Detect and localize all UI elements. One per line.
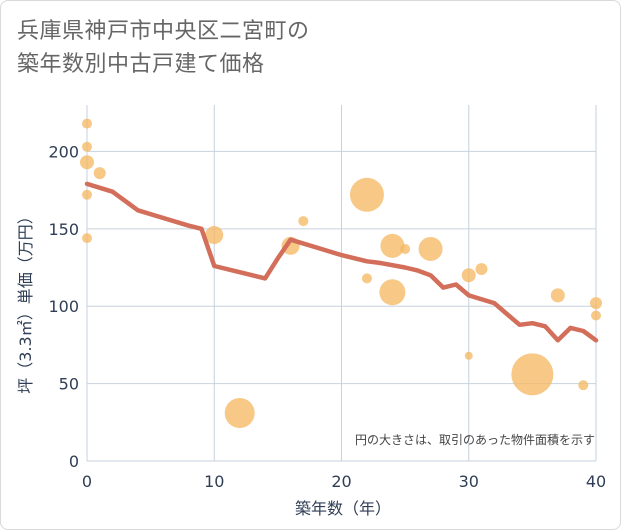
bubble-point	[205, 226, 224, 245]
bubble-point	[361, 273, 372, 284]
bubble-point	[511, 353, 554, 396]
trend-line-group	[84, 181, 599, 343]
bubble-point	[82, 233, 92, 244]
trend-line	[84, 181, 599, 343]
y-tick-labels: 0 50 100 150 200	[48, 142, 79, 471]
x-axis-label: 築年数（年）	[295, 499, 391, 518]
x-tick-label: 20	[331, 472, 351, 491]
bubble-point	[82, 141, 92, 152]
bubble-point	[82, 118, 92, 129]
y-tick-label: 150	[48, 220, 79, 239]
bubble-point	[298, 216, 309, 227]
bubble-point	[591, 310, 601, 321]
bubble-point	[380, 233, 405, 258]
y-axis-label: 坪（3.3㎡）単価（万円）	[16, 208, 35, 393]
size-note: 円の大きさは、取引のあった物件面積を示す	[355, 432, 595, 447]
x-tick-label: 40	[586, 472, 606, 491]
chart-title: 兵庫県神戸市中央区二宮町の 築年数別中古戸建て価格	[17, 15, 310, 81]
bubble-point	[550, 288, 565, 303]
bubble-point	[379, 279, 406, 306]
y-tick-label: 200	[48, 142, 79, 161]
y-tick-label: 50	[59, 375, 79, 394]
bubble-point	[461, 268, 476, 283]
bubble-point	[82, 189, 92, 200]
bubble-series	[80, 118, 602, 429]
chart-title-line2: 築年数別中古戸建て価格	[17, 52, 265, 77]
bubble-point	[349, 177, 384, 212]
x-tick-label: 30	[459, 472, 479, 491]
bubble-point	[224, 398, 255, 429]
x-tick-label: 10	[204, 472, 224, 491]
bubble-point	[464, 351, 473, 360]
x-tick-labels: 0 10 20 30 40	[82, 472, 606, 491]
bubble-point	[590, 297, 602, 310]
bubble-point	[400, 243, 411, 254]
bubble-point	[578, 380, 589, 391]
bubble-point	[80, 155, 94, 170]
bubble-point	[93, 167, 106, 180]
grid-lines	[86, 105, 597, 462]
x-tick-label: 0	[82, 472, 92, 491]
y-tick-label: 100	[48, 297, 79, 316]
y-tick-label: 0	[69, 452, 79, 471]
chart-title-line1: 兵庫県神戸市中央区二宮町の	[17, 19, 310, 44]
bubble-point	[418, 236, 443, 261]
bubble-point	[475, 263, 488, 276]
